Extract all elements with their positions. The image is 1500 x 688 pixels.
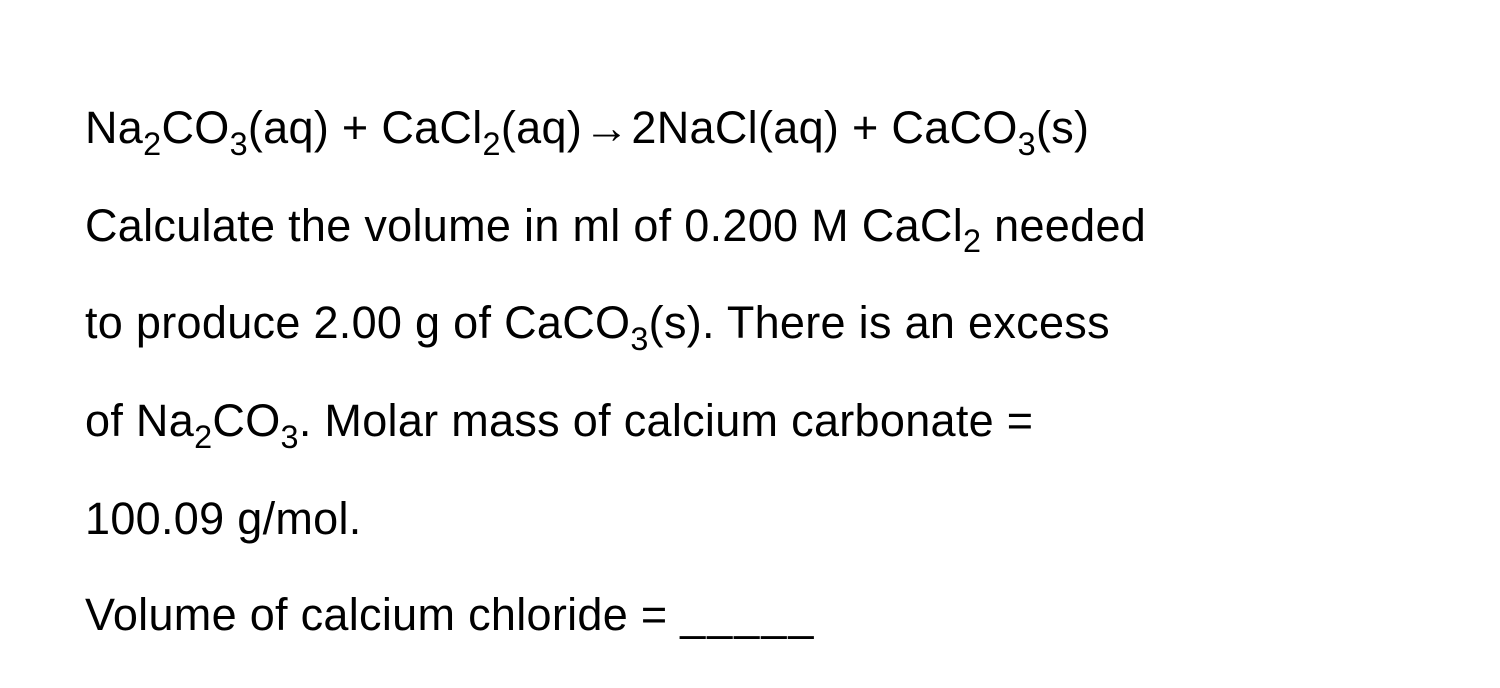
reactant1-sub2: 3 (230, 126, 248, 162)
question-line-4: of Na2CO3. Molar mass of calcium carbona… (85, 373, 1415, 471)
line2-part-b: needed (981, 200, 1146, 251)
reaction-arrow: → (582, 80, 631, 177)
question-line-2: Calculate the volume in ml of 0.200 M Ca… (85, 178, 1415, 276)
line4-sub2: 3 (281, 419, 299, 455)
reactant2-state: (aq) (501, 102, 582, 153)
reactant1-co: CO (161, 102, 229, 153)
line2-sub: 2 (963, 223, 981, 259)
line3-part-a: to produce 2.00 g of CaCO (85, 297, 630, 348)
line3-sub: 3 (630, 321, 648, 357)
reactant1-na: Na (85, 102, 143, 153)
product1-coef: 2 (631, 102, 656, 153)
question-line-3: to produce 2.00 g of CaCO3(s). There is … (85, 275, 1415, 373)
reactant1-sub1: 2 (143, 126, 161, 162)
question-line-5: 100.09 g/mol. (85, 471, 1415, 568)
reactant2-sub: 2 (483, 126, 501, 162)
answer-prompt-line: Volume of calcium chloride = _____ (85, 567, 1415, 664)
molar-mass-value: 100.09 g/mol. (85, 493, 362, 544)
line4-part-b: CO (212, 395, 280, 446)
product2-caco: CaCO (891, 102, 1017, 153)
line4-part-c: . Molar mass of calcium carbonate = (299, 395, 1034, 446)
product2-state: (s) (1036, 102, 1089, 153)
chemistry-problem: Na2CO3(aq) + CaCl2(aq) → 2NaCl(aq) + CaC… (85, 80, 1415, 664)
equation-line: Na2CO3(aq) + CaCl2(aq) → 2NaCl(aq) + CaC… (85, 80, 1415, 178)
plus-2: + (839, 102, 891, 153)
line4-part-a: of Na (85, 395, 194, 446)
line4-sub1: 2 (194, 419, 212, 455)
reactant2-cacl: CaCl (381, 102, 482, 153)
line2-part-a: Calculate the volume in ml of 0.200 M Ca… (85, 200, 963, 251)
answer-blank[interactable]: _____ (680, 567, 815, 664)
reactant1-state: (aq) (248, 102, 329, 153)
line3-part-b: (s). There is an excess (649, 297, 1110, 348)
product1-nacl: NaCl(aq) (657, 102, 839, 153)
answer-prompt-text: Volume of calcium chloride = (85, 589, 680, 640)
product2-sub: 3 (1018, 126, 1036, 162)
plus-1: + (329, 102, 381, 153)
